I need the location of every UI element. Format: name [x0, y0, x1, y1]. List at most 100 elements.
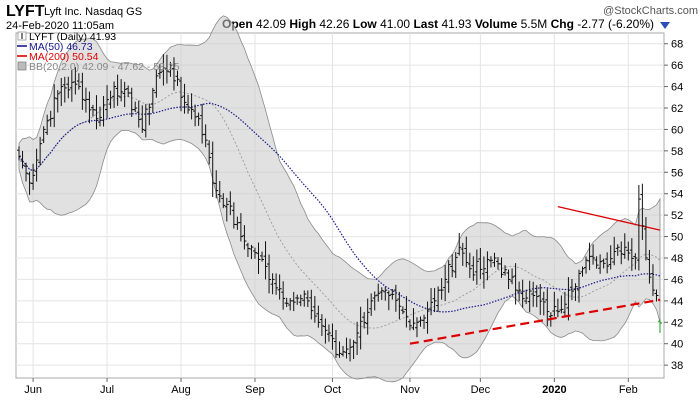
price-bar	[312, 296, 317, 323]
price-bar	[650, 264, 655, 297]
price-bar	[580, 266, 585, 277]
price-bar	[80, 72, 85, 110]
price-bar	[446, 260, 451, 293]
price-bar	[443, 264, 448, 302]
price-bar	[291, 291, 296, 312]
price-bar	[182, 83, 187, 114]
price-bar	[355, 321, 360, 355]
price-bar	[372, 291, 377, 311]
price-bar	[161, 54, 166, 86]
legend-label: MA(50) 46.73	[29, 41, 93, 53]
quote-label: Low	[349, 17, 380, 31]
price-bar	[474, 249, 479, 285]
price-bar	[506, 269, 511, 290]
y-tick-label: 60	[671, 124, 683, 136]
company-name: Lyft Inc. Nasdaq GS	[44, 6, 142, 18]
x-tick-label: Feb	[619, 384, 638, 396]
price-bar	[186, 94, 191, 114]
price-bar	[545, 288, 550, 327]
price-bar	[362, 312, 367, 329]
price-bar	[524, 289, 529, 305]
price-bar	[98, 106, 103, 127]
price-bar	[379, 287, 384, 300]
price-bar	[612, 236, 617, 266]
price-bar	[249, 244, 254, 260]
price-bar	[344, 337, 349, 359]
price-bar	[534, 285, 539, 308]
price-bar	[559, 295, 564, 314]
price-bar	[432, 287, 437, 313]
price-bar	[633, 253, 638, 270]
price-bar	[136, 100, 141, 128]
price-bar	[376, 283, 381, 302]
price-bar	[576, 269, 581, 303]
x-tick-label: Oct	[324, 384, 341, 396]
price-bar	[326, 324, 331, 342]
price-bar	[295, 294, 300, 305]
quote-label: Last	[410, 17, 441, 31]
price-bar	[407, 319, 412, 331]
price-bar	[263, 241, 268, 280]
price-bar	[467, 252, 472, 279]
x-tick-label: Aug	[171, 384, 191, 396]
price-bar	[133, 101, 138, 113]
price-bar	[214, 170, 219, 199]
price-bar	[115, 74, 120, 106]
quote-date: 24-Feb-2020 11:05am	[6, 20, 114, 32]
quote-value: 42.09	[256, 17, 286, 31]
price-bar	[615, 244, 620, 256]
price-bar	[45, 114, 50, 135]
price-bar	[319, 314, 324, 336]
price-bar	[221, 193, 226, 209]
price-bar	[492, 252, 497, 267]
price-bar	[316, 305, 321, 328]
price-bar	[242, 225, 247, 250]
price-bar	[538, 284, 543, 315]
price-bar	[654, 289, 659, 302]
price-bar	[365, 298, 370, 335]
price-bar	[154, 69, 159, 98]
quote-label: Volume	[471, 17, 520, 31]
quote-value: 42.26	[319, 17, 349, 31]
price-bar	[203, 124, 208, 148]
price-bar	[66, 76, 71, 99]
y-tick-label: 46	[671, 274, 683, 286]
price-bar	[298, 294, 303, 307]
quote-value: 5.5M	[521, 17, 548, 31]
y-tick-label: 66	[671, 60, 683, 72]
price-bar	[569, 279, 574, 301]
y-tick-label: 64	[671, 82, 683, 94]
y-tick-label: 42	[671, 317, 683, 329]
price-bar	[119, 79, 124, 102]
x-tick-label: Sep	[245, 384, 265, 396]
price-bar	[619, 241, 624, 265]
price-bar	[404, 296, 409, 328]
price-bar	[527, 280, 532, 313]
legend-item: LYFT (Daily) 41.93	[17, 31, 116, 43]
price-bar	[157, 63, 162, 79]
price-bar	[41, 126, 46, 144]
price-bar	[196, 112, 201, 126]
legend-label: MA(200) 50.54	[29, 51, 99, 63]
ma50-line	[18, 102, 661, 313]
x-tick-label: Jun	[24, 384, 42, 396]
price-bar	[400, 306, 405, 315]
price-bar	[629, 238, 634, 271]
price-bar	[429, 288, 434, 316]
price-bar	[24, 162, 29, 182]
x-tick-label: Nov	[400, 384, 420, 396]
price-bar	[499, 257, 504, 278]
price-bar	[450, 254, 455, 278]
legend-item: BB(20,2.0) 42.09 - 47.62 - 53.15	[17, 61, 180, 73]
watermark: @StockCharts.com	[603, 5, 698, 17]
price-bar	[513, 263, 518, 305]
price-bar	[422, 314, 427, 329]
y-tick-label: 48	[671, 253, 683, 265]
price-bar	[62, 76, 67, 103]
price-bar	[517, 281, 522, 302]
price-bar	[140, 105, 145, 133]
quote-value: 41.00	[380, 17, 410, 31]
price-bar	[411, 308, 416, 331]
price-bar	[105, 85, 110, 119]
